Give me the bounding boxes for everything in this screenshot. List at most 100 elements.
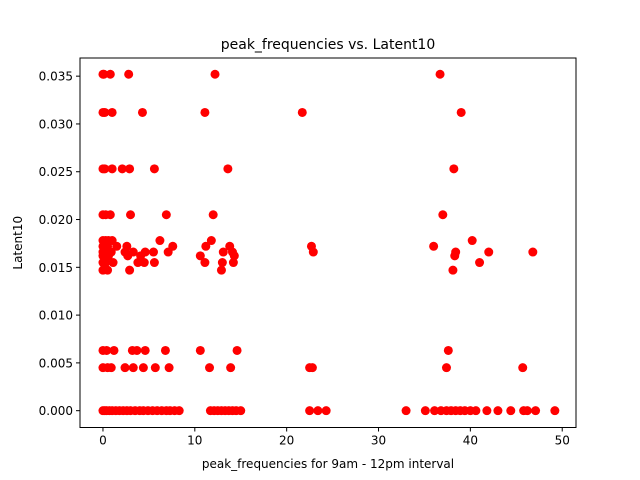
data-point	[125, 164, 135, 174]
x-tick-label: 50	[555, 434, 570, 448]
data-point	[128, 363, 138, 373]
data-point	[450, 251, 460, 261]
data-point	[217, 258, 227, 268]
data-point	[105, 69, 115, 79]
data-point	[206, 236, 216, 246]
chart-title: peak_frequencies vs. Latent10	[221, 37, 436, 53]
data-point	[297, 107, 307, 117]
x-tick-label: 30	[371, 434, 386, 448]
y-tick-label: 0.015	[39, 261, 73, 275]
data-point	[105, 210, 115, 220]
data-point	[232, 345, 242, 355]
data-point	[138, 363, 148, 373]
data-point	[218, 247, 228, 257]
data-point	[493, 406, 503, 416]
data-point	[195, 345, 205, 355]
data-point	[475, 258, 485, 268]
data-point	[155, 236, 165, 246]
data-point	[443, 345, 453, 355]
data-point	[117, 164, 127, 174]
y-tick-label: 0.005	[39, 356, 73, 370]
data-point	[120, 363, 130, 373]
data-point	[223, 164, 233, 174]
data-point	[236, 406, 246, 416]
data-point	[107, 164, 117, 174]
data-point	[449, 164, 459, 174]
data-point	[429, 241, 439, 251]
data-point	[150, 363, 160, 373]
data-point	[550, 406, 560, 416]
data-point	[229, 251, 239, 261]
data-point	[438, 210, 448, 220]
data-point	[506, 406, 516, 416]
x-axis-ticks: 0 10 20 30 40 50	[99, 427, 570, 448]
data-point	[195, 251, 205, 261]
data-point	[208, 210, 218, 220]
data-point	[123, 251, 133, 261]
data-point	[528, 247, 538, 257]
data-point	[308, 247, 318, 257]
y-tick-label: 0.030	[39, 117, 73, 131]
data-point	[430, 406, 440, 416]
data-points-layer	[98, 69, 560, 416]
data-point	[420, 406, 430, 416]
data-point	[108, 258, 118, 268]
x-axis-label: peak_frequencies for 9am - 12pm interval	[202, 457, 454, 471]
data-point	[125, 265, 135, 275]
data-point	[305, 406, 315, 416]
data-point	[164, 363, 174, 373]
data-point	[132, 345, 142, 355]
data-point	[441, 363, 451, 373]
data-point	[522, 406, 532, 416]
data-point	[109, 345, 119, 355]
data-point	[321, 406, 331, 416]
data-point	[106, 363, 116, 373]
data-point	[103, 265, 113, 275]
data-point	[200, 258, 210, 268]
data-point	[467, 236, 477, 246]
data-point	[160, 345, 170, 355]
data-point	[124, 69, 134, 79]
y-axis-label: Latent10	[11, 216, 25, 270]
data-point	[456, 107, 466, 117]
data-point	[101, 258, 111, 268]
y-tick-label: 0.035	[39, 70, 73, 84]
data-point	[448, 265, 458, 275]
data-point	[471, 406, 481, 416]
data-point	[148, 247, 158, 257]
data-point	[139, 258, 149, 268]
data-point	[482, 406, 492, 416]
data-point	[210, 69, 220, 79]
plot-frame	[79, 57, 577, 428]
data-point	[531, 406, 541, 416]
x-tick-label: 40	[463, 434, 478, 448]
data-point	[200, 107, 210, 117]
data-point	[126, 210, 136, 220]
y-tick-label: 0.020	[39, 213, 73, 227]
data-point	[99, 69, 109, 79]
y-tick-label: 0.010	[39, 309, 73, 323]
y-axis-ticks: 0.000 0.005 0.010 0.015 0.020 0.025 0.030 0.035	[39, 70, 80, 418]
data-point	[140, 345, 150, 355]
data-point	[102, 345, 112, 355]
data-point	[112, 241, 122, 251]
data-point	[484, 247, 494, 257]
data-point	[137, 107, 147, 117]
data-point	[107, 107, 117, 117]
data-point	[201, 241, 211, 251]
y-tick-label: 0.000	[39, 404, 73, 418]
data-point	[163, 247, 173, 257]
data-point	[174, 406, 184, 416]
data-point	[100, 107, 110, 117]
x-tick-label: 10	[187, 434, 202, 448]
data-point	[435, 69, 445, 79]
data-point	[401, 406, 411, 416]
x-tick-label: 20	[279, 434, 294, 448]
data-point	[161, 210, 171, 220]
data-point	[149, 164, 159, 174]
data-point	[228, 258, 238, 268]
data-point	[307, 363, 317, 373]
data-point	[226, 363, 236, 373]
data-point	[518, 363, 528, 373]
